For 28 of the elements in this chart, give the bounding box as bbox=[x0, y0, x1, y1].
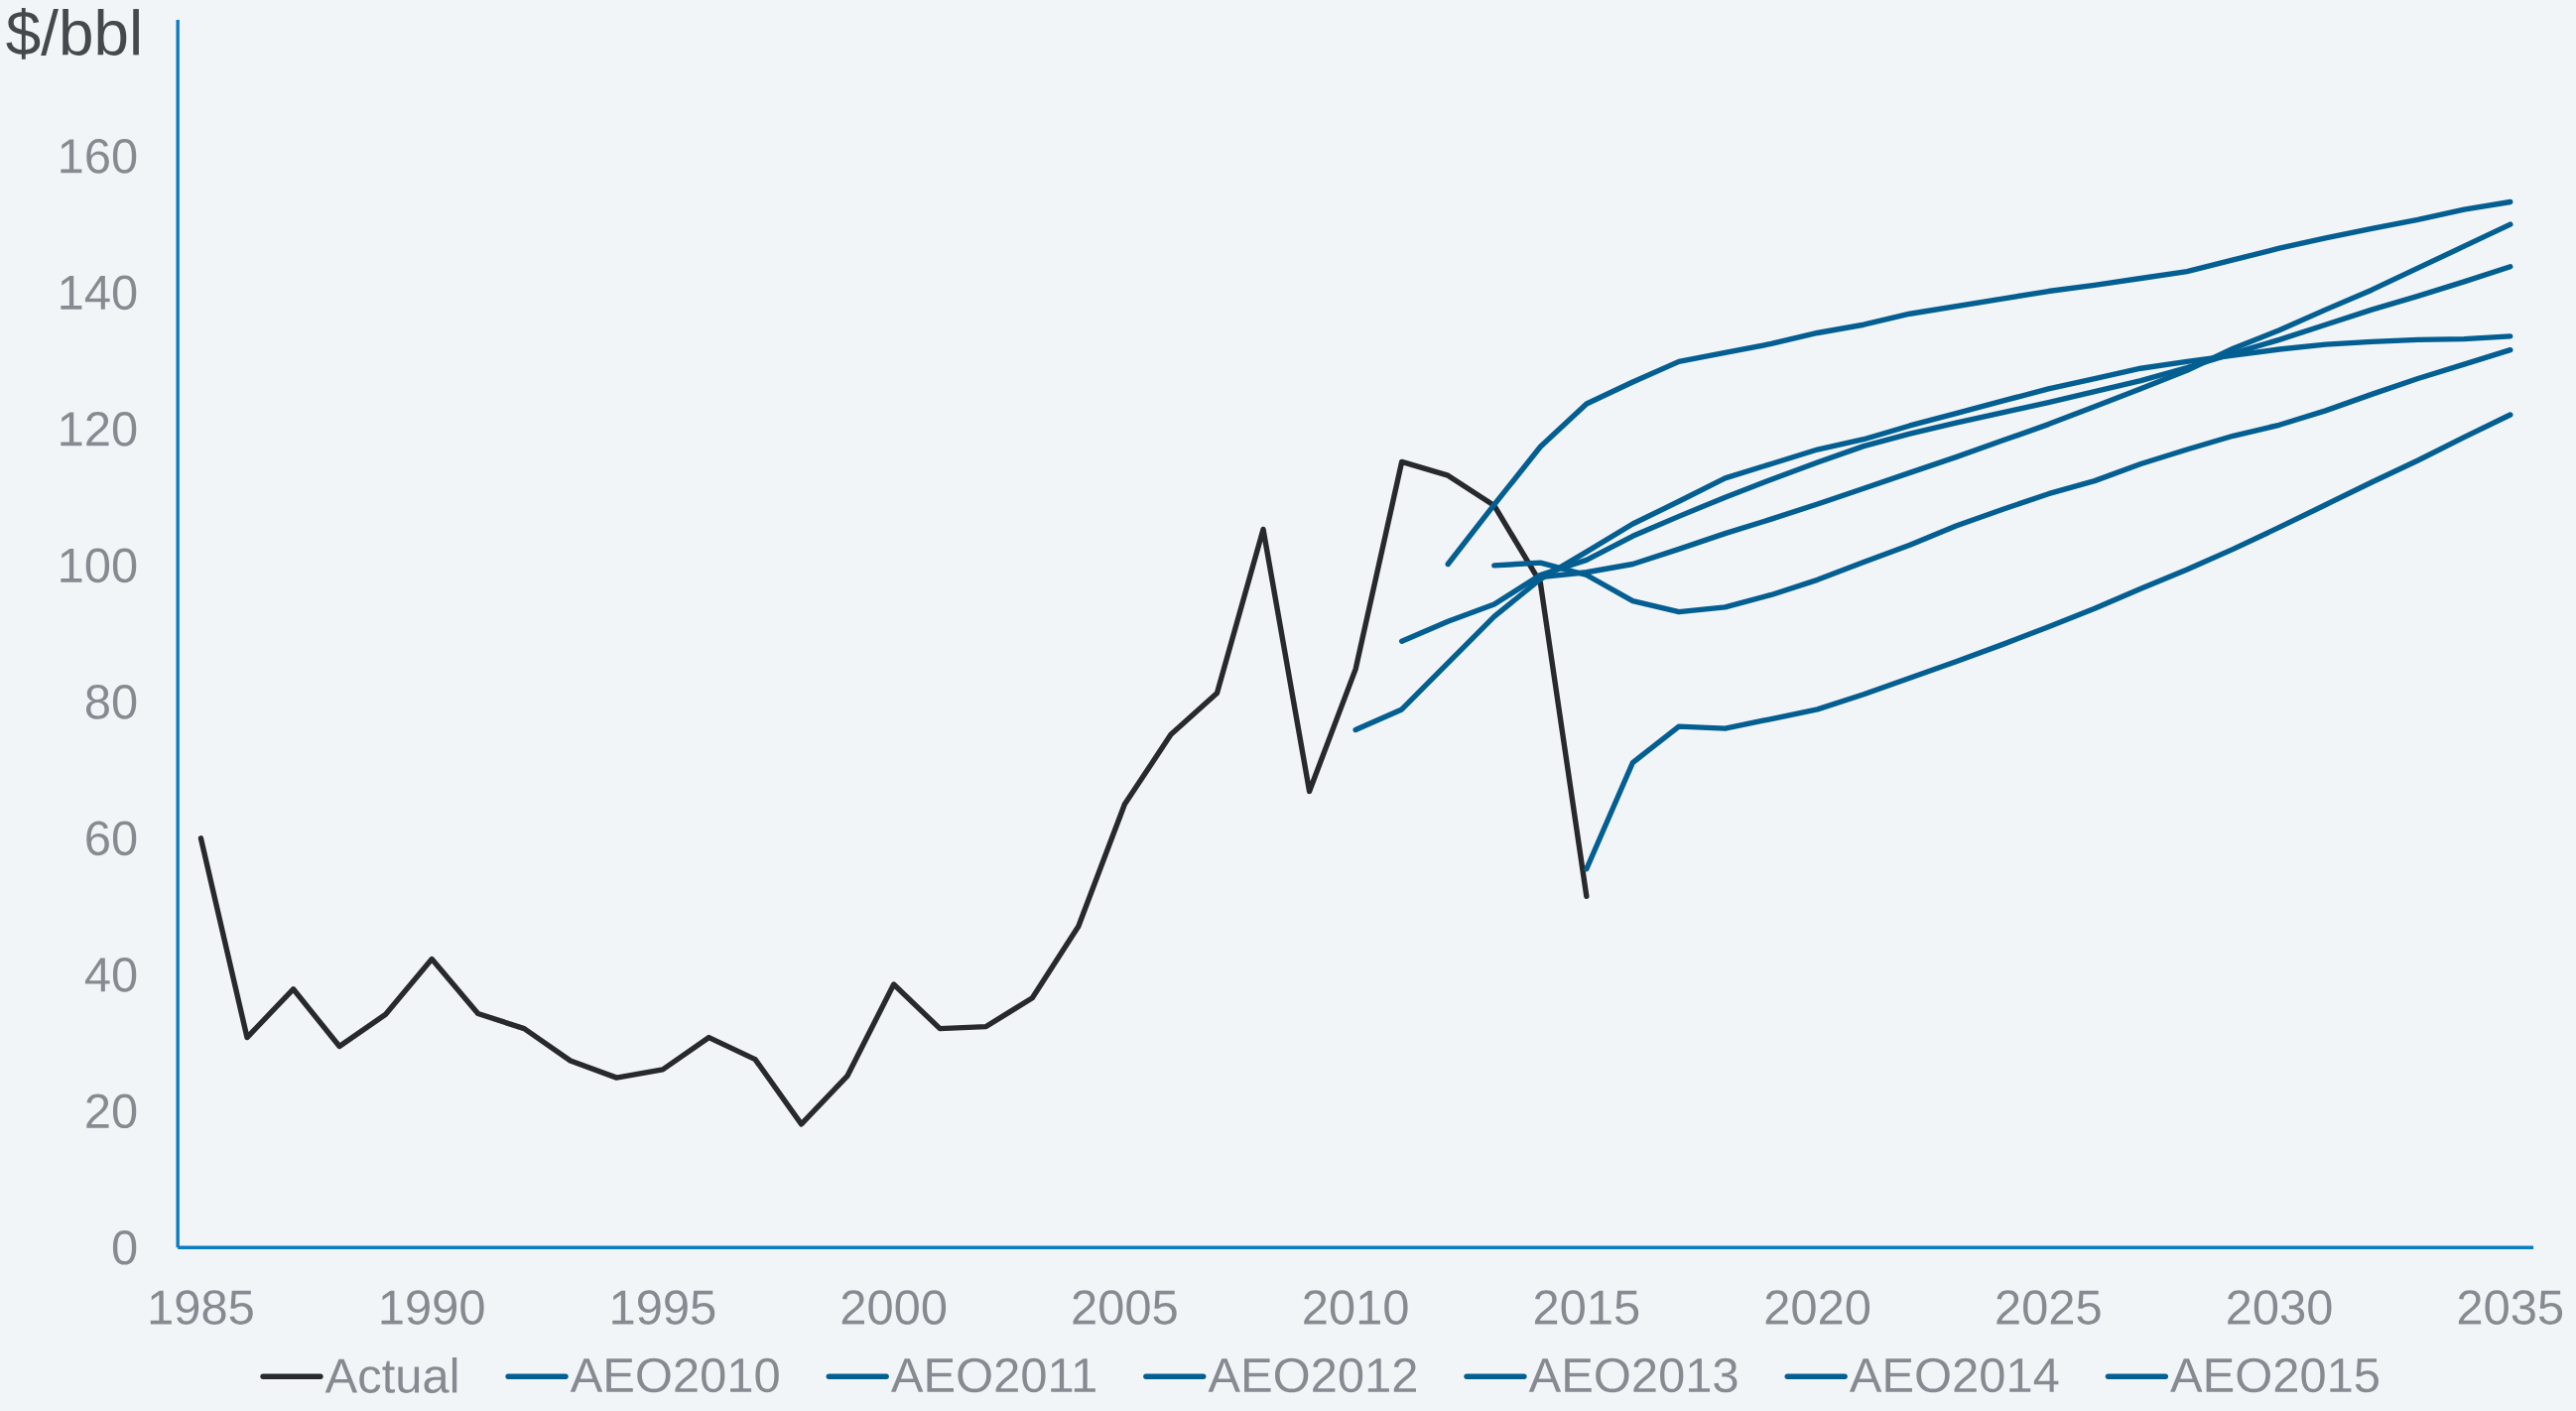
x-tick-label: 2015 bbox=[1534, 1290, 1639, 1325]
legend-label: AEO2013 bbox=[1528, 1357, 1738, 1393]
x-tick-label: 2005 bbox=[1073, 1290, 1177, 1325]
y-tick-label: 100 bbox=[61, 548, 137, 583]
x-tick-label: 1990 bbox=[381, 1290, 484, 1325]
y-tick-label: 140 bbox=[61, 275, 137, 311]
y-tick-label: 80 bbox=[85, 685, 137, 719]
legend-label: AEO2010 bbox=[570, 1357, 779, 1393]
y-axis-title: $/bbl bbox=[6, 8, 139, 60]
y-tick-label: 160 bbox=[61, 139, 137, 174]
y-tick-label: 40 bbox=[84, 958, 137, 992]
x-tick-label: 2035 bbox=[2458, 1290, 2563, 1325]
y-tick-label: 20 bbox=[86, 1093, 137, 1129]
x-tick-label: 2010 bbox=[1304, 1290, 1408, 1325]
x-tick-label: 2025 bbox=[1996, 1290, 2101, 1325]
legend-label: AEO2014 bbox=[1849, 1357, 2059, 1393]
x-tick-label: 2000 bbox=[841, 1290, 947, 1325]
x-tick-label: 1995 bbox=[612, 1290, 715, 1325]
legend-label: AEO2011 bbox=[890, 1357, 1095, 1393]
y-tick-label: 120 bbox=[61, 412, 137, 447]
legend-label: Actual bbox=[324, 1357, 457, 1393]
x-tick-label: 2020 bbox=[1765, 1290, 1870, 1325]
legend-label: AEO2015 bbox=[2170, 1357, 2379, 1393]
legend-label: AEO2012 bbox=[1208, 1357, 1416, 1393]
x-tick-label: 1985 bbox=[150, 1290, 253, 1325]
y-tick-label: 60 bbox=[86, 821, 137, 856]
y-tick-label: 0 bbox=[112, 1230, 137, 1265]
x-tick-label: 2030 bbox=[2228, 1290, 2332, 1325]
